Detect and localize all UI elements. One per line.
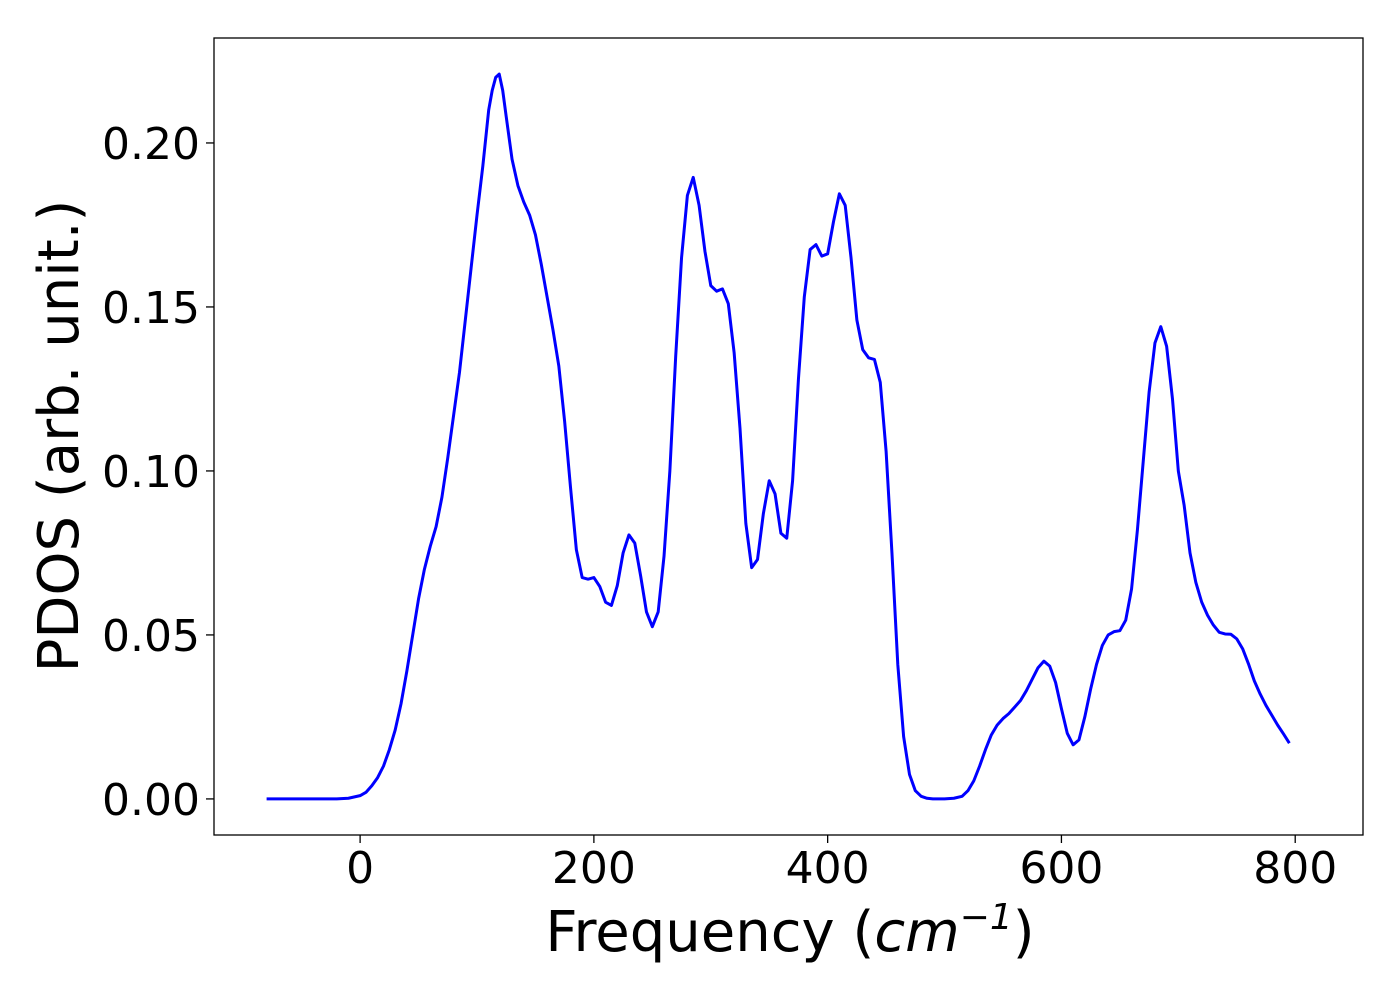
pdos-series-line bbox=[266, 72, 1291, 801]
x-tick-label: 400 bbox=[786, 843, 870, 894]
x-tick-label: 600 bbox=[1019, 843, 1103, 894]
x-tick-label: 800 bbox=[1253, 843, 1337, 894]
x-tick-label: 0 bbox=[346, 843, 374, 894]
x-tick-label: 200 bbox=[552, 843, 636, 894]
y-axis-label: PDOS (arb. unit.) bbox=[27, 200, 92, 673]
y-tick-label: 0.20 bbox=[102, 119, 200, 170]
y-tick-label: 0.05 bbox=[102, 611, 200, 662]
x-axis-ticks: 0 200 400 600 800 bbox=[346, 835, 1337, 894]
y-tick-label: 0.00 bbox=[102, 775, 200, 826]
y-tick-label: 0.10 bbox=[102, 447, 200, 498]
x-axis-label: Frequency (cm−1) bbox=[545, 897, 1034, 965]
y-axis-ticks: 0.00 0.05 0.10 0.15 0.20 bbox=[102, 119, 214, 826]
y-tick-label: 0.15 bbox=[102, 283, 200, 334]
plot-area bbox=[213, 37, 1364, 836]
